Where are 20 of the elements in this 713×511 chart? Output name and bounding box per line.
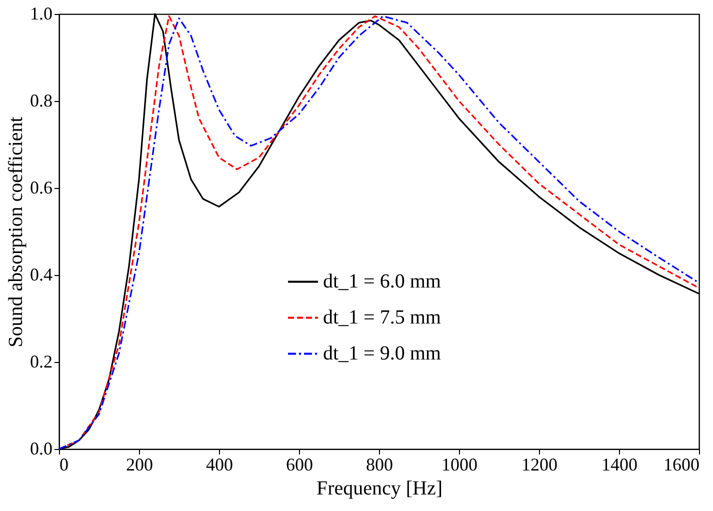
y-tick-label: 0.0 — [30, 438, 52, 458]
y-tick-label: 0.4 — [30, 264, 52, 284]
x-tick-label: 200 — [126, 454, 153, 474]
x-tick-label: 400 — [206, 454, 233, 474]
y-tick-label: 0.6 — [30, 178, 52, 198]
y-tick-label: 0.2 — [30, 352, 52, 372]
legend-label: dt_1 = 6.0 mm — [323, 270, 442, 293]
legend-label: dt_1 = 9.0 mm — [323, 342, 442, 365]
x-tick-label: 1600 — [664, 454, 700, 474]
x-tick-label: 1200 — [522, 454, 558, 474]
x-tick-label: 1400 — [602, 454, 638, 474]
legend-label: dt_1 = 7.5 mm — [323, 306, 442, 329]
x-tick-label: 800 — [366, 454, 393, 474]
x-tick-label: 1000 — [442, 454, 478, 474]
x-axis-title: Frequency [Hz] — [316, 478, 443, 500]
x-tick-label: 600 — [286, 454, 313, 474]
y-tick-label: 1.0 — [30, 4, 52, 24]
x-tick-label: 0 — [60, 454, 68, 474]
y-tick-label: 0.8 — [30, 90, 52, 110]
y-axis-title: Sound absorption coefficient — [5, 116, 27, 348]
